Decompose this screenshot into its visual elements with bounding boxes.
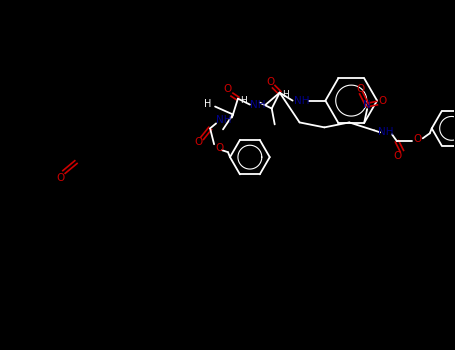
Text: O: O — [356, 84, 364, 94]
Text: O: O — [224, 84, 232, 94]
Text: NH: NH — [378, 127, 394, 137]
Text: N: N — [363, 100, 371, 110]
Text: O: O — [414, 134, 422, 144]
Text: O: O — [215, 143, 223, 153]
Text: NH: NH — [216, 116, 232, 125]
Text: H: H — [204, 99, 212, 108]
Text: NH: NH — [294, 96, 309, 106]
Text: O: O — [194, 137, 202, 147]
Text: O: O — [56, 173, 64, 183]
Text: O: O — [267, 77, 275, 87]
Text: O: O — [394, 151, 402, 161]
Text: NH: NH — [250, 99, 266, 110]
Text: O: O — [378, 96, 386, 106]
Text: H: H — [241, 96, 247, 105]
Text: H: H — [282, 90, 289, 99]
